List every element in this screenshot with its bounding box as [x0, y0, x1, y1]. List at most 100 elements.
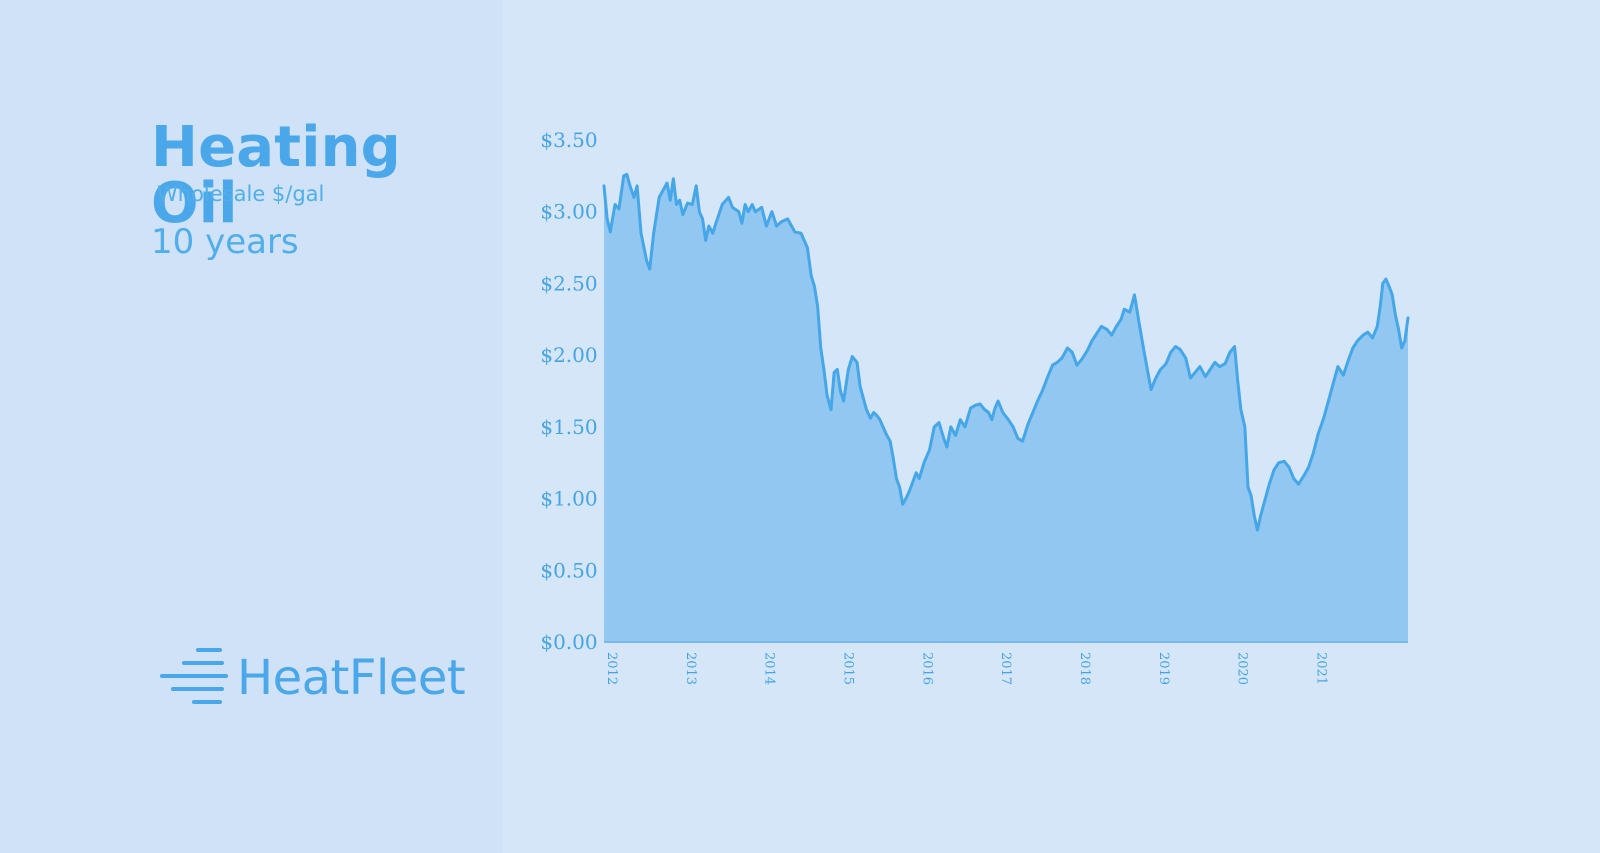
data-point: [997, 400, 999, 402]
data-point: [1066, 347, 1068, 349]
data-point: [1317, 433, 1319, 435]
data-point: [1237, 380, 1239, 382]
data-point: [1041, 390, 1043, 392]
data-point: [775, 225, 777, 227]
data-point: [751, 203, 753, 205]
data-point: [1165, 363, 1167, 365]
data-point: [879, 418, 881, 420]
data-point: [701, 218, 703, 220]
data-point: [1133, 294, 1135, 296]
data-point: [1250, 495, 1252, 497]
data-point: [1347, 360, 1349, 362]
data-point: [882, 426, 884, 428]
data-point: [826, 394, 828, 396]
data-point: [1170, 351, 1172, 353]
heatfleet-logo: HeatFleet: [158, 645, 478, 713]
data-point: [943, 437, 945, 439]
speed-lines-icon: [160, 648, 228, 704]
data-point: [649, 268, 651, 270]
data-point: [1189, 377, 1191, 379]
data-point: [1391, 294, 1393, 296]
data-point: [1356, 340, 1358, 342]
data-point: [800, 232, 802, 234]
data-point: [633, 196, 635, 198]
data-point: [946, 446, 948, 448]
data-point: [889, 440, 891, 442]
data-point: [1332, 383, 1334, 385]
data-point: [1303, 474, 1305, 476]
data-point: [1256, 529, 1258, 531]
data-point: [1143, 350, 1145, 352]
data-point: [1204, 375, 1206, 377]
data-point: [1194, 371, 1196, 373]
data-point: [1155, 377, 1157, 379]
data-point: [1278, 462, 1280, 464]
chart-subtitle: Wholesale $/gal: [157, 182, 325, 206]
data-point: [712, 232, 714, 234]
data-point: [1244, 426, 1246, 428]
data-point: [830, 408, 832, 410]
data-point: [905, 497, 907, 499]
data-point: [1115, 325, 1117, 327]
data-point: [859, 386, 861, 388]
data-point: [1185, 357, 1187, 359]
data-point: [994, 407, 996, 409]
data-point: [933, 426, 935, 428]
data-point: [898, 486, 900, 488]
data-point: [1021, 440, 1023, 442]
data-point: [1379, 304, 1381, 306]
data-point: [786, 218, 788, 220]
data-point: [1120, 318, 1122, 320]
data-point: [1051, 364, 1053, 366]
data-point: [1007, 418, 1009, 420]
data-point: [1240, 408, 1242, 410]
data-point: [1100, 325, 1102, 327]
data-point: [1268, 483, 1270, 485]
x-tick-label: 2017: [998, 652, 1013, 685]
data-point: [1159, 368, 1161, 370]
x-tick-label: 2014: [762, 652, 777, 685]
y-tick-label: $2.00: [540, 343, 597, 367]
x-tick-label: 2013: [683, 652, 698, 685]
data-point: [869, 417, 871, 419]
data-point: [1086, 350, 1088, 352]
data-point: [909, 489, 911, 491]
x-tick-label: 2021: [1313, 652, 1328, 685]
data-point: [1273, 469, 1275, 471]
data-point: [959, 418, 961, 420]
data-point: [918, 477, 920, 479]
x-tick-label: 2015: [840, 652, 855, 685]
data-point: [1337, 365, 1339, 367]
data-point: [1297, 483, 1299, 485]
data-point: [1076, 364, 1078, 366]
data-point: [695, 185, 697, 187]
data-point: [810, 275, 812, 277]
data-point: [1129, 311, 1131, 313]
data-point: [839, 390, 841, 392]
data-point: [1263, 500, 1265, 502]
data-point: [691, 203, 693, 205]
data-point: [938, 421, 940, 423]
data-point: [715, 222, 717, 224]
data-point: [847, 368, 849, 370]
data-point: [1080, 358, 1082, 360]
data-point: [1061, 357, 1063, 359]
data-point: [1071, 351, 1073, 353]
data-point: [902, 503, 904, 505]
data-point: [658, 196, 660, 198]
data-point: [1110, 334, 1112, 336]
data-point: [954, 434, 956, 436]
data-point: [974, 404, 976, 406]
data-point: [640, 232, 642, 234]
left-panel: Heating Oil Wholesale $/gal 10 years Hea…: [0, 0, 503, 853]
data-point: [964, 426, 966, 428]
data-point: [1056, 361, 1058, 363]
y-tick-label: $3.00: [540, 200, 597, 224]
data-point: [1259, 515, 1261, 517]
data-point: [760, 206, 762, 208]
x-tick-label: 2020: [1235, 652, 1250, 685]
data-point: [744, 203, 746, 205]
data-point: [1362, 334, 1364, 336]
data-point: [915, 472, 917, 474]
